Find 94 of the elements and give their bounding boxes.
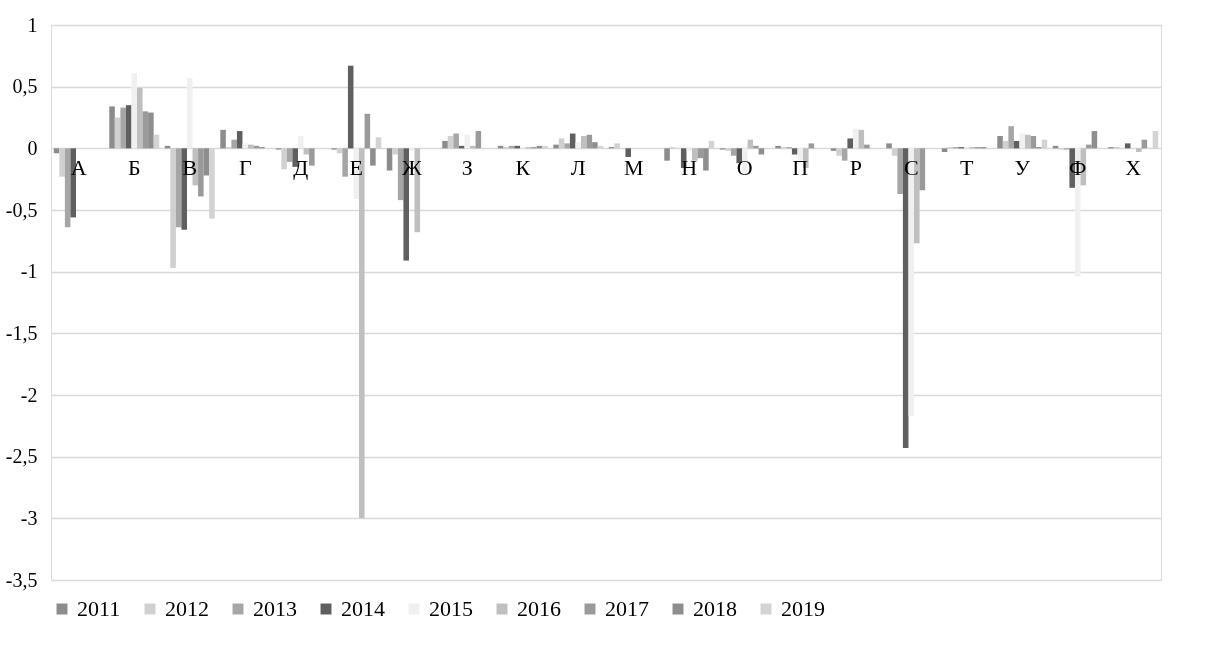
- bar: [59, 148, 65, 177]
- bar: [791, 148, 798, 155]
- legend-label: 2015: [429, 596, 473, 621]
- bar: [186, 78, 193, 149]
- legend-label: 2013: [253, 596, 297, 621]
- bar: [1136, 148, 1142, 153]
- x-tick-label: В: [182, 155, 198, 181]
- x-tick-label: О: [736, 155, 753, 181]
- bar: [725, 148, 731, 151]
- y-tick-label: -3: [20, 506, 38, 529]
- legend-label: 2016: [517, 596, 561, 621]
- bar: [309, 148, 315, 166]
- x-tick-label: С: [903, 155, 919, 181]
- bar: [847, 138, 853, 149]
- x-tick-label: Т: [960, 155, 975, 181]
- y-tick-label: -0,5: [5, 198, 38, 221]
- bar: [109, 106, 115, 149]
- bar: [941, 148, 948, 153]
- bar: [1025, 134, 1031, 149]
- bar: [397, 148, 404, 201]
- bar: [692, 148, 698, 161]
- bar: [125, 105, 132, 149]
- x-tick-label: К: [515, 155, 531, 181]
- x-tick-label: Г: [238, 155, 252, 181]
- x-tick-label: Ф: [1069, 155, 1087, 181]
- legend-label: 2019: [781, 596, 825, 621]
- x-tick-label: Б: [127, 155, 141, 181]
- y-tick-label: -3,5: [5, 568, 38, 591]
- x-tick-label: Л: [570, 155, 586, 181]
- bar: [625, 148, 631, 157]
- bar: [297, 136, 304, 149]
- bar: [64, 148, 71, 228]
- legend-label: 2018: [693, 596, 737, 621]
- bar: [408, 148, 415, 151]
- legend-label: 2011: [77, 596, 121, 621]
- y-tick-label: -2,5: [5, 445, 38, 468]
- bar: [286, 148, 293, 162]
- x-tick-label: Н: [681, 155, 698, 181]
- bar: [575, 142, 582, 149]
- y-tick-label: -1: [20, 260, 38, 283]
- y-tick-label: 0: [27, 136, 38, 159]
- bar: [836, 148, 842, 156]
- x-tick-label: З: [461, 155, 473, 181]
- bar: [997, 136, 1003, 149]
- x-tick-label: М: [623, 155, 644, 181]
- bar: [1019, 133, 1026, 149]
- bar: [336, 148, 343, 154]
- bar: [1008, 126, 1014, 149]
- bar: [342, 148, 348, 177]
- bar: [464, 134, 471, 149]
- x-tick-label: Ж: [401, 155, 422, 181]
- bar: [175, 148, 182, 228]
- bar: [231, 139, 237, 149]
- bar: [120, 107, 126, 149]
- bar: [664, 148, 670, 161]
- x-tick-label: Х: [1125, 155, 1142, 181]
- bar: [303, 148, 310, 155]
- legend-label: 2014: [341, 596, 385, 621]
- bar: [808, 143, 815, 149]
- legend-label: 2012: [165, 596, 209, 621]
- bar: [886, 143, 892, 149]
- bar: [392, 148, 398, 155]
- y-tick-label: 1: [27, 13, 38, 36]
- bar: [386, 148, 393, 171]
- bar: [53, 148, 60, 154]
- bar: [131, 73, 138, 149]
- bar: [897, 148, 903, 194]
- bar: [686, 148, 693, 151]
- y-tick-label: -2: [20, 383, 38, 406]
- x-tick-label: Р: [849, 155, 862, 181]
- y-tick-label: 0,5: [12, 75, 38, 98]
- bar: [841, 148, 848, 161]
- bar: [453, 133, 459, 149]
- bar: [730, 148, 737, 156]
- bar: [281, 148, 287, 170]
- bar: [137, 87, 143, 149]
- bar: [797, 148, 804, 161]
- bar: [758, 148, 765, 155]
- bar: [581, 136, 587, 149]
- legend-label: 2017: [605, 596, 649, 621]
- y-tick-label: -1,5: [5, 321, 38, 344]
- bar: [852, 128, 859, 149]
- bar: [919, 148, 926, 191]
- bar: [220, 129, 226, 149]
- x-tick-label: Е: [349, 155, 363, 181]
- bar: [370, 148, 376, 166]
- x-tick-label: П: [792, 155, 809, 181]
- bar: [830, 148, 837, 151]
- bar: [442, 140, 448, 149]
- bar: [564, 143, 570, 149]
- x-tick-label: У: [1014, 155, 1031, 181]
- x-tick-label: Д: [293, 155, 309, 181]
- bar: [1124, 143, 1131, 149]
- bar: [242, 143, 249, 149]
